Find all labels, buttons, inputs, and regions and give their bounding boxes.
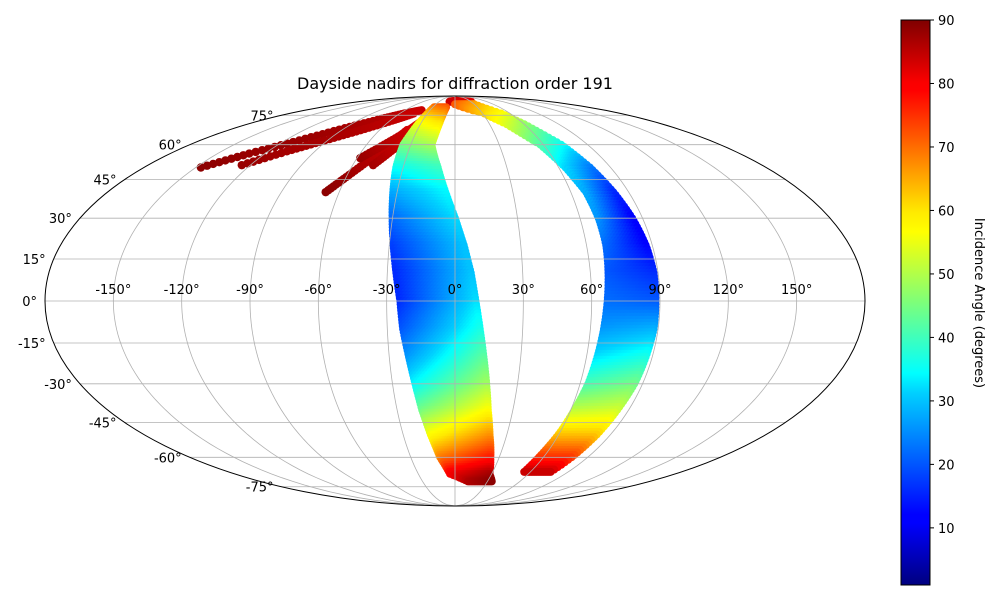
scatter-point xyxy=(245,149,254,158)
chart-title: Dayside nadirs for diffraction order 191 xyxy=(297,74,613,93)
scatter-point xyxy=(251,147,260,157)
scatter-points xyxy=(196,96,660,486)
map-layer: -150° -120° -90° -60° -30° 0° 30° 60° 90° 120° 150… xyxy=(18,95,866,507)
scatter-point xyxy=(257,146,267,155)
scatter-point xyxy=(409,109,418,118)
scatter-point xyxy=(264,144,273,153)
